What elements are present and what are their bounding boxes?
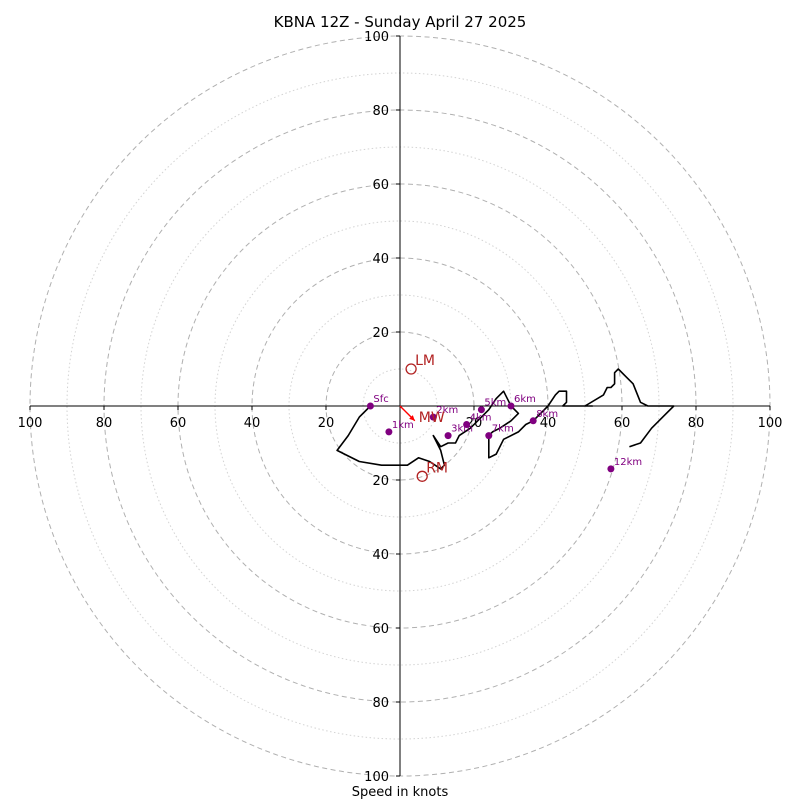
level-label: 3km xyxy=(451,424,473,435)
level-point xyxy=(607,465,615,473)
storm-motion-marker xyxy=(416,470,428,482)
hodograph-series xyxy=(336,368,675,470)
level-label: 4km xyxy=(470,413,492,424)
level-point xyxy=(485,432,493,440)
hodograph-line xyxy=(336,368,675,470)
y-tick-label: 80 xyxy=(372,696,389,711)
y-tick-label: 40 xyxy=(372,252,389,267)
level-point xyxy=(463,421,471,428)
x-tick-label: 60 xyxy=(614,416,631,431)
x-tick-label: 40 xyxy=(540,416,557,431)
level-label: 2km xyxy=(436,405,458,416)
level-point xyxy=(444,432,452,440)
x-tick-label: 100 xyxy=(758,416,783,431)
level-label: 1km xyxy=(392,420,414,431)
y-tick-label: 100 xyxy=(364,770,389,785)
mean-wind-label: MW xyxy=(419,410,445,426)
level-label: 6km xyxy=(514,394,536,405)
mean-wind-arrowhead xyxy=(409,415,415,421)
x-tick-label: 40 xyxy=(244,416,261,431)
tick-labels: 100 80 60 40 20 20 40 60 80 100100806040202040608… xyxy=(18,30,783,785)
level-point xyxy=(366,402,374,410)
x-tick-label: 80 xyxy=(688,416,705,431)
level-label: 7km xyxy=(492,424,514,435)
chart-title: KBNA 12Z - Sunday April 27 2025 xyxy=(274,13,527,31)
storm-motions: LM RM MW xyxy=(399,353,448,482)
x-tick-label: 100 xyxy=(18,416,43,431)
y-tick-label: 60 xyxy=(372,178,389,193)
x-tick-label: 60 xyxy=(170,416,187,431)
storm-motion-label: LM xyxy=(415,353,435,369)
y-tick-label: 40 xyxy=(372,548,389,563)
level-point xyxy=(429,413,437,421)
level-label: 5km xyxy=(484,398,506,409)
y-tick-label: 80 xyxy=(372,104,389,119)
level-label: 12km xyxy=(614,457,642,468)
level-label: 8km xyxy=(536,409,558,420)
level-point xyxy=(385,428,393,436)
storm-motion-marker xyxy=(405,363,417,375)
level-label: Sfc xyxy=(373,394,388,405)
y-tick-label: 100 xyxy=(364,30,389,45)
x-axis-label: Speed in knots xyxy=(352,785,449,800)
y-tick-label: 20 xyxy=(372,474,389,489)
x-tick-label: 80 xyxy=(96,416,113,431)
y-tick-label: 20 xyxy=(372,326,389,341)
level-point xyxy=(507,402,515,410)
y-tick-label: 60 xyxy=(372,622,389,637)
storm-motion-label: RM xyxy=(426,460,448,476)
level-point xyxy=(477,406,485,414)
x-tick-label: 20 xyxy=(318,416,335,431)
level-point xyxy=(529,417,537,425)
